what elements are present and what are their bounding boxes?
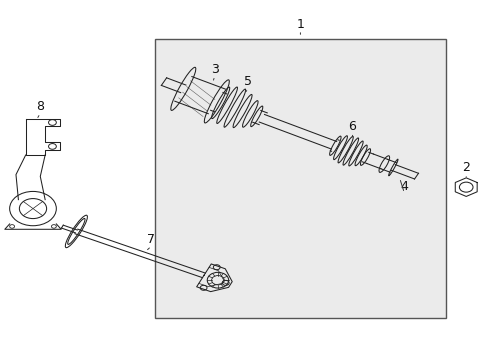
Text: 7: 7: [147, 233, 155, 246]
Text: 2: 2: [461, 161, 469, 174]
Text: 4: 4: [400, 180, 407, 193]
Text: 8: 8: [36, 100, 44, 113]
Text: 3: 3: [210, 63, 219, 76]
Text: 5: 5: [244, 76, 252, 89]
Text: 1: 1: [296, 18, 304, 31]
Text: 6: 6: [348, 120, 356, 132]
Bar: [154, 39, 446, 318]
